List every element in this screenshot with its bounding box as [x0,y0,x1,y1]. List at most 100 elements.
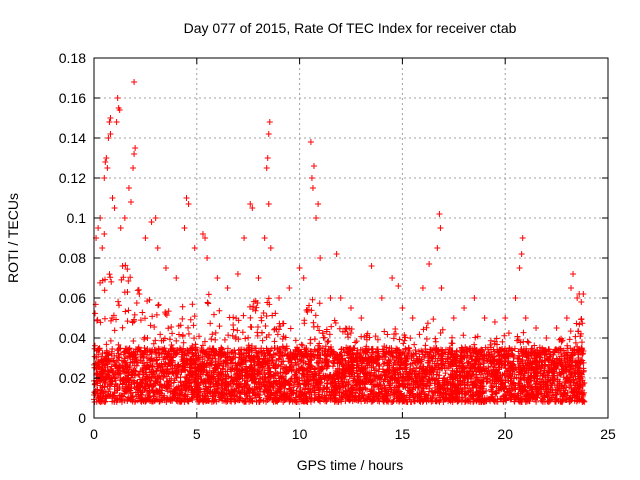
data-point [195,358,202,365]
data-point [246,393,253,400]
data-point [517,360,524,367]
data-point [518,367,525,374]
data-point [165,308,172,315]
data-point [347,330,354,337]
data-point [220,360,227,367]
data-point [279,352,286,359]
data-point [247,364,254,371]
data-point [265,295,272,302]
data-point [234,327,241,334]
data-point [577,330,584,337]
data-point [168,342,175,349]
data-point [203,350,210,357]
data-point [151,397,158,404]
data-point [167,396,174,403]
data-point [542,350,549,357]
data-point [333,373,340,380]
data-point [483,387,490,394]
data-point [423,335,430,342]
data-point [460,332,467,339]
data-point [224,368,231,375]
data-point [520,364,527,371]
data-point [416,393,423,400]
data-point [453,348,460,355]
data-point [267,371,274,378]
data-point [532,348,539,355]
data-point [261,367,268,374]
data-point [199,342,206,349]
data-point [219,366,226,373]
data-point [494,398,501,405]
data-point [162,310,169,317]
data-point [140,369,147,376]
data-point [418,388,425,395]
data-point [92,310,99,317]
data-point [170,379,177,386]
data-point [271,392,278,399]
data-point [526,363,533,370]
data-point [186,396,193,403]
data-point [501,392,508,399]
data-point [501,351,508,358]
data-point [267,383,274,390]
data-point [161,335,168,342]
data-point [131,311,138,318]
data-point [566,356,573,363]
data-point [294,383,301,390]
data-point [197,367,204,374]
data-point [160,374,167,381]
data-point [115,298,122,305]
data-point [393,354,400,361]
data-point [484,371,491,378]
data-point [124,318,131,325]
data-point [401,360,408,367]
data-point [138,357,145,364]
data-point [551,364,558,371]
data-point [491,362,498,369]
data-point [362,397,369,404]
data-point [470,392,477,399]
data-point [207,381,214,388]
data-point [221,336,228,343]
data-point [499,383,506,390]
data-point [330,385,337,392]
data-point [179,351,186,358]
data-point [467,363,474,370]
data-point [157,331,164,338]
data-point [368,369,375,376]
data-point [155,301,162,308]
data-point [526,387,533,394]
data-point [488,360,495,367]
data-point [133,300,140,307]
data-point [97,279,104,286]
data-point [475,365,482,372]
data-point [159,367,166,374]
data-point [329,348,336,355]
data-point [183,383,190,390]
data-point [92,380,99,387]
data-point [390,390,397,397]
data-point [475,377,482,384]
data-point [189,301,196,308]
data-point [466,385,473,392]
data-point [292,346,299,353]
data-point [221,385,228,392]
data-point [299,377,306,384]
data-point [198,376,205,383]
data-point [247,397,254,404]
data-point [545,356,552,363]
data-point [411,359,418,366]
data-point [91,345,98,352]
data-point [358,365,365,372]
data-point [216,323,223,330]
data-point [336,383,343,390]
data-point [218,370,225,377]
data-point [292,337,299,344]
data-point [211,352,218,359]
data-point [517,375,524,382]
data-point [564,375,571,382]
data-point [203,369,210,376]
data-point [567,364,574,371]
data-point [125,346,132,353]
data-point [444,382,451,389]
